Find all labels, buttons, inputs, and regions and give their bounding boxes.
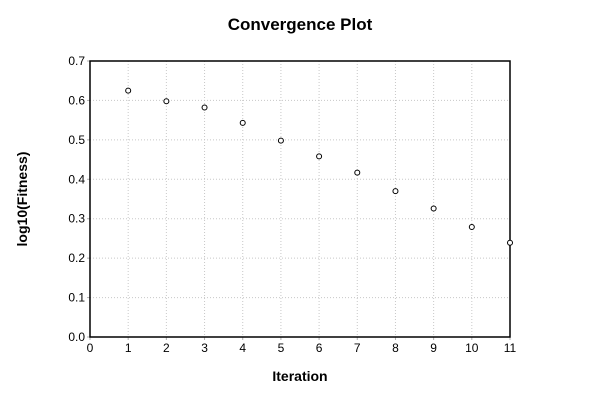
- data-point: [163, 98, 170, 105]
- data-point: [277, 137, 284, 144]
- x-tick-label: 8: [392, 341, 399, 355]
- tick-labels: 0 1 2 3 4 5 6 7 8 9 10 11 0.0 0.1 0.2 0.3 0.4 0.5 0.6 0.7: [68, 54, 516, 355]
- x-tick-label: 3: [201, 341, 208, 355]
- x-tick-label: 10: [465, 341, 479, 355]
- y-tick-label: 0.6: [68, 93, 85, 107]
- x-tick-label: 4: [239, 341, 246, 355]
- x-tick-label: 9: [430, 341, 437, 355]
- data-point: [201, 104, 208, 111]
- x-tick-label: 0: [87, 341, 94, 355]
- plot-border: [89, 60, 511, 338]
- y-axis-label: log10(Fitness): [14, 152, 30, 247]
- x-tick-label: 7: [354, 341, 361, 355]
- x-tick-label: 2: [163, 341, 170, 355]
- data-point: [316, 153, 323, 160]
- y-tick-label: 0.1: [68, 291, 85, 305]
- y-tick-label: 0.7: [68, 54, 85, 68]
- data-point: [125, 87, 132, 94]
- chart-title: Convergence Plot: [228, 15, 373, 34]
- data-point: [392, 188, 399, 195]
- data-point: [468, 223, 475, 230]
- y-tick-label: 0.0: [68, 330, 85, 344]
- x-tick-label: 11: [504, 341, 517, 355]
- data-point: [239, 119, 246, 126]
- data-point: [354, 169, 361, 176]
- x-tick-label: 5: [278, 341, 285, 355]
- data-point: [507, 239, 513, 246]
- data-points: [125, 87, 513, 246]
- y-tick-label: 0.4: [68, 172, 85, 186]
- y-tick-label: 0.2: [68, 251, 85, 265]
- y-tick-label: 0.3: [68, 212, 85, 226]
- data-point: [430, 205, 437, 212]
- axis-ticks: [87, 60, 511, 340]
- x-axis-label: Iteration: [272, 368, 327, 384]
- gridlines: [90, 61, 510, 337]
- x-tick-label: 6: [316, 341, 323, 355]
- y-tick-label: 0.5: [68, 133, 85, 147]
- x-tick-label: 1: [125, 341, 132, 355]
